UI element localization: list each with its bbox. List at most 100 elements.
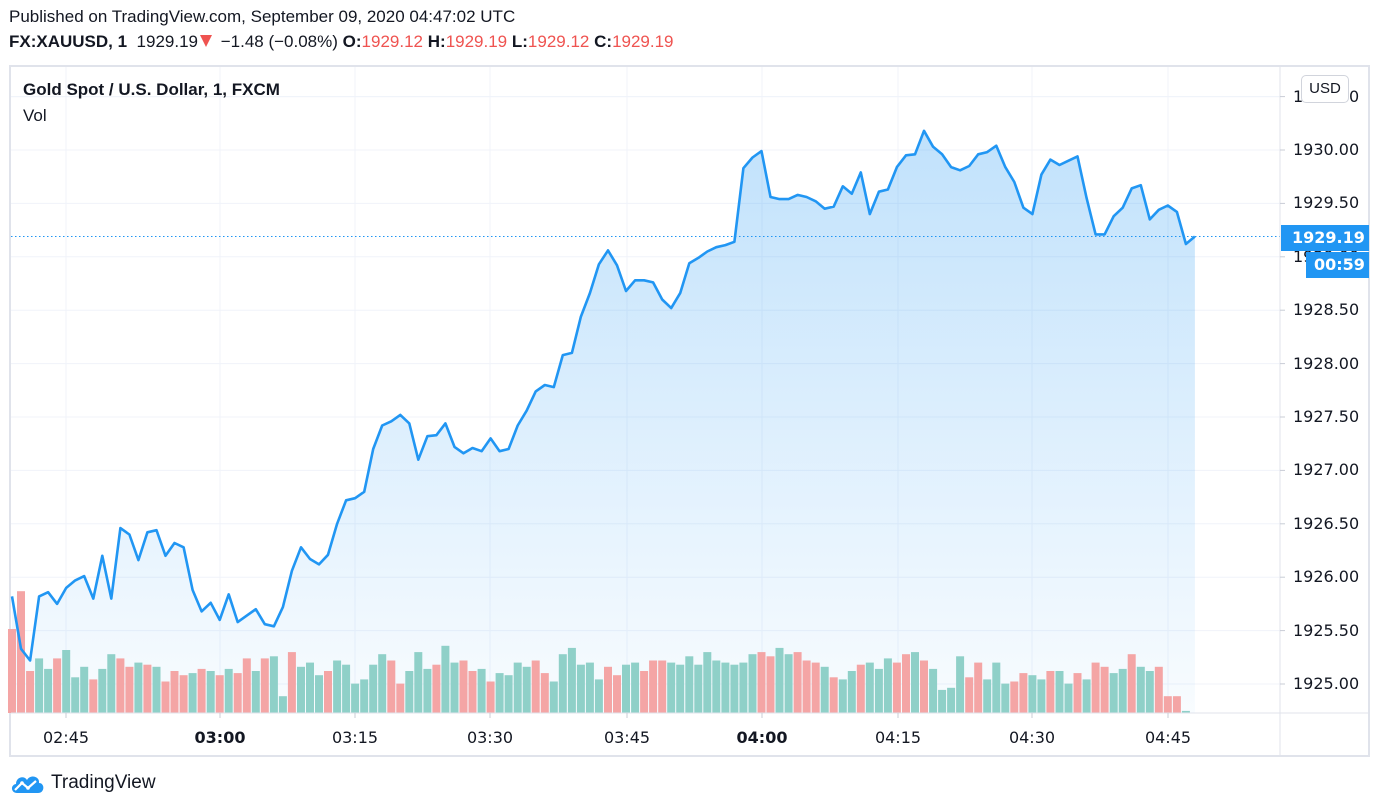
volume-bar xyxy=(414,652,423,713)
volume-bar xyxy=(1082,679,1091,713)
volume-bar xyxy=(324,671,332,713)
volume-bar xyxy=(351,683,360,713)
cloud-logo-icon xyxy=(11,776,44,793)
volume-bar xyxy=(35,658,44,713)
price-area-fill xyxy=(12,130,1195,714)
volume-bar xyxy=(1001,683,1010,713)
high-label: H: xyxy=(427,32,446,51)
currency-button[interactable]: USD xyxy=(1301,75,1349,103)
volume-bar xyxy=(658,660,667,713)
tradingview-logo[interactable]: TradingView xyxy=(9,771,156,795)
volume-bar xyxy=(224,668,233,713)
volume-bar xyxy=(974,662,983,713)
volume-bar xyxy=(558,654,567,713)
price-tick-label: 1928.50 xyxy=(1293,300,1360,320)
volume-bar xyxy=(468,671,477,713)
volume-bar xyxy=(938,689,947,713)
time-tick-label: 03:30 xyxy=(466,728,514,747)
down-triangle-icon xyxy=(199,35,212,47)
volume-bar xyxy=(522,666,531,713)
volume-bar xyxy=(477,668,486,713)
volume-bar xyxy=(829,677,838,713)
volume-bar xyxy=(206,671,215,713)
price-tick-label: 1925.50 xyxy=(1293,620,1360,640)
volume-bar xyxy=(306,662,314,713)
volume-bar xyxy=(378,654,387,713)
volume-bar xyxy=(170,671,179,713)
volume-bar xyxy=(233,673,242,713)
volume-bar xyxy=(585,662,594,713)
volume-bar xyxy=(712,660,721,713)
price-tick-label: 1930.00 xyxy=(1293,140,1360,159)
volume-bar xyxy=(134,662,143,713)
volume-bar xyxy=(125,666,134,713)
volume-bar xyxy=(622,664,630,713)
volume-bar xyxy=(1181,710,1190,713)
volume-bar xyxy=(53,658,62,713)
volume-bar xyxy=(730,664,739,713)
volume-bar xyxy=(143,664,152,713)
price-tick-label: 1926.00 xyxy=(1293,567,1360,587)
open-label: O: xyxy=(342,32,362,51)
price-line xyxy=(10,129,1196,662)
volume-bar xyxy=(450,662,459,713)
volume-bar xyxy=(260,658,269,713)
volume-bar xyxy=(748,654,757,713)
volume-bar xyxy=(215,675,224,713)
volume-bar xyxy=(161,681,170,713)
volume-bar xyxy=(757,652,766,713)
volume-bar xyxy=(71,677,80,713)
volume-bar xyxy=(992,662,1001,713)
volume-bar xyxy=(1091,662,1100,713)
low-value: 1929.12 xyxy=(527,32,590,51)
time-tick-label: 03:45 xyxy=(603,728,651,747)
volume-bar xyxy=(613,675,621,713)
volume-bar xyxy=(495,673,504,713)
volume-bar xyxy=(269,656,278,713)
published-info: Published on TradingView.com, September … xyxy=(9,7,516,26)
volume-bar xyxy=(1010,681,1019,713)
bar-countdown: 00:59 xyxy=(1306,252,1369,278)
volume-bar xyxy=(44,668,53,713)
volume-bar xyxy=(116,658,125,713)
volume-bar xyxy=(513,662,522,713)
open-value: 1929.12 xyxy=(361,32,423,51)
time-tick-label: 04:45 xyxy=(1144,728,1192,747)
volume-bar xyxy=(1109,673,1118,713)
volume-bar xyxy=(1064,683,1073,713)
volume-bar xyxy=(956,656,965,713)
price-tick-label: 1925.00 xyxy=(1293,674,1360,693)
volume-bar xyxy=(333,660,342,713)
volume-bar xyxy=(902,654,910,713)
volume-bar xyxy=(107,654,116,713)
volume-bar xyxy=(8,629,16,713)
volume-bar xyxy=(802,660,811,713)
volume-bar xyxy=(721,662,730,713)
volume-bar xyxy=(874,668,883,713)
high-value: 1929.19 xyxy=(445,32,508,51)
volume-bar xyxy=(540,673,549,713)
last-price: 1929.19 xyxy=(136,32,198,51)
time-tick-label: 02:45 xyxy=(42,728,90,747)
volume-bar xyxy=(775,647,784,713)
symbol-name: FX:XAUUSD, 1 xyxy=(9,32,128,51)
volume-bar xyxy=(1127,654,1136,713)
volume-bar xyxy=(80,666,89,713)
volume-bar xyxy=(983,679,992,713)
volume-bar xyxy=(676,664,685,713)
price-tick-label: 1927.00 xyxy=(1293,460,1360,480)
volume-bar xyxy=(685,656,694,713)
volume-bar xyxy=(1172,696,1181,713)
volume-bar xyxy=(278,696,287,713)
volume-bar xyxy=(242,658,251,713)
volume-bar xyxy=(667,662,676,713)
volume-bar xyxy=(1037,679,1046,713)
volume-bar xyxy=(631,662,640,713)
volume-bar xyxy=(820,666,829,713)
volume-bar xyxy=(604,666,612,713)
volume-bar xyxy=(98,668,107,713)
volume-bar xyxy=(197,668,206,713)
volume-bar xyxy=(387,660,396,713)
volume-bar xyxy=(251,671,260,713)
